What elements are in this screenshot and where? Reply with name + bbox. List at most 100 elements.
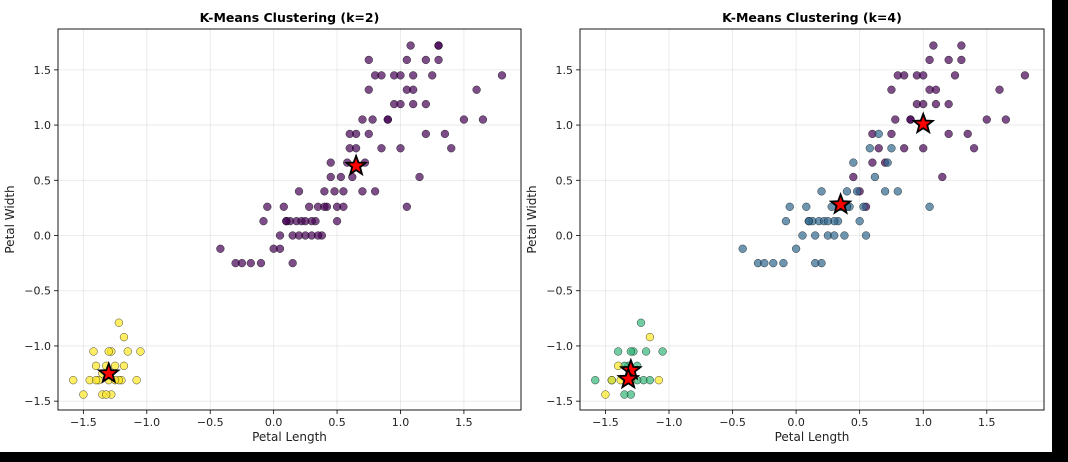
scatter-point-cluster-0 [963,129,972,139]
scatter-point-cluster-0 [434,55,443,65]
y-tick-label: −0.5 [24,285,51,298]
centroid-star-marker [616,366,641,390]
scatter-point-cluster-1 [817,187,826,196]
scatter-point-cluster-1 [830,231,839,240]
scatter-point-cluster-0 [256,258,266,268]
scatter-point-cluster-0 [364,129,373,139]
scatter-point-cluster-0 [900,71,909,80]
x-tick-label: 0.5 [328,416,346,429]
scatter-point-cluster-2 [645,376,655,385]
scatter-point-cluster-1 [887,144,896,153]
scatter-point-cluster-1 [104,347,113,356]
scatter-point-cluster-1 [791,244,801,253]
scatter-point-cluster-1 [874,129,883,139]
scatter-point-cluster-0 [919,99,928,109]
scatter-point-cluster-0 [402,55,411,65]
scatter-point-cluster-0 [332,217,342,226]
y-axis-label: Petal Width [525,185,539,253]
scatter-point-cluster-0 [294,231,304,240]
scatter-point-cluster-0 [957,41,966,50]
scatter-point-cluster-1 [132,376,141,385]
scatter-point-cluster-3 [601,390,610,399]
scatter-point-cluster-0 [396,99,405,109]
y-tick-label: 0.5 [34,174,52,187]
figure-canvas: −1.5 −1.0 −0.5 0.0 0.5 1.0 1.5 −1.5 −1.0 −0.5 0.0 0… [3,10,1045,444]
scatter-point-cluster-0 [1020,71,1030,80]
scatter-point-cluster-1 [865,144,874,153]
scatter-point-cluster-0 [406,41,415,50]
scatter-point-cluster-0 [957,55,966,65]
scatter-point-cluster-1 [855,217,864,226]
x-tick-label: −0.5 [197,416,224,429]
scatter-point-cluster-0 [925,55,934,65]
scatter-point-cluster-0 [320,187,329,196]
scatter-point-cluster-1 [804,217,813,226]
scatter-point-cluster-0 [409,99,418,109]
scatter-point-cluster-0 [440,129,450,139]
chart-title: K-Means Clustering (k=2) [200,10,380,25]
scatter-point-cluster-2 [636,318,646,327]
scatter-point-cluster-1 [870,172,880,182]
y-tick-label: 0.0 [34,230,52,243]
centroid-star-marker [911,111,936,135]
scatter-point-cluster-0 [919,71,928,80]
y-tick-label: 0.0 [556,230,574,243]
plot-frame [579,28,1045,411]
scatter-point-cluster-3 [614,361,623,370]
y-tick-label: −1.0 [24,340,51,353]
y-tick-label: −1.0 [546,340,573,353]
scatter-point-cluster-0 [447,144,456,153]
scatter-point-cluster-2 [591,376,600,385]
scatter-point-cluster-0 [402,202,411,211]
scatter-point-cluster-1 [785,202,794,211]
scatter-point-cluster-0 [320,202,329,211]
scatter-point-cluster-0 [478,115,488,124]
scatter-point-cluster-0 [246,258,255,268]
scatter-point-cluster-2 [641,347,651,356]
scatter-point-cluster-0 [428,71,437,80]
scatter-point-cluster-1 [738,244,747,253]
scatter-point-cluster-0 [358,187,367,196]
scatter-point-cluster-1 [91,361,101,370]
scatter-point-cluster-0 [364,85,373,94]
centroid-star-marker [96,360,121,384]
scatter-point-cluster-1 [779,258,788,268]
scatter-point-cluster-1 [102,390,111,399]
scatter-point-cluster-0 [868,158,877,167]
scatter-point-cluster-0 [377,144,386,153]
scatter-point-cluster-0 [370,187,380,196]
scatter-point-cluster-0 [307,217,316,226]
scatter-point-cluster-1 [69,376,78,385]
scatter-point-cluster-0 [929,41,938,50]
scatter-point-cluster-1 [110,361,120,370]
scatter-point-cluster-0 [279,202,288,211]
scatter-point-cluster-0 [237,258,247,268]
scatter-point-cluster-1 [114,318,124,327]
x-tick-label: −1.0 [133,416,160,429]
scatter-point-cluster-1 [79,390,88,399]
scatter-point-cluster-0 [263,202,272,211]
scatter-point-cluster-0 [364,55,373,65]
scatter-point-cluster-0 [925,85,934,94]
scatter-point-cluster-1 [119,361,129,370]
scatter-point-cluster-1 [859,202,868,211]
scatter-point-cluster-0 [259,217,268,226]
scatter-point-cluster-0 [396,144,405,153]
x-tick-label: 0.0 [265,416,283,429]
scatter-point-cluster-2 [626,390,635,399]
x-tick-label: −1.0 [656,416,683,429]
y-axis-label: Petal Width [3,185,17,253]
y-tick-label: 1.5 [34,64,52,77]
y-tick-label: 1.5 [556,64,574,77]
scatter-point-cluster-0 [377,71,386,80]
scatter-point-cluster-0 [288,258,297,268]
x-tick-label: 1.0 [392,416,410,429]
scatter-point-cluster-3 [645,332,655,342]
subplot-k4: −1.5 −1.0 −0.5 0.0 0.5 1.0 1.5 −1.5 −1.0 −0.5 0.0 0… [525,10,1045,444]
scatter-point-cluster-0 [950,71,960,80]
scatter-point-cluster-0 [216,244,225,253]
scatter-point-cluster-0 [982,115,991,124]
scatter-point-cluster-0 [358,115,367,124]
scatter-point-cluster-1 [760,258,769,268]
scatter-point-cluster-0 [919,144,928,153]
